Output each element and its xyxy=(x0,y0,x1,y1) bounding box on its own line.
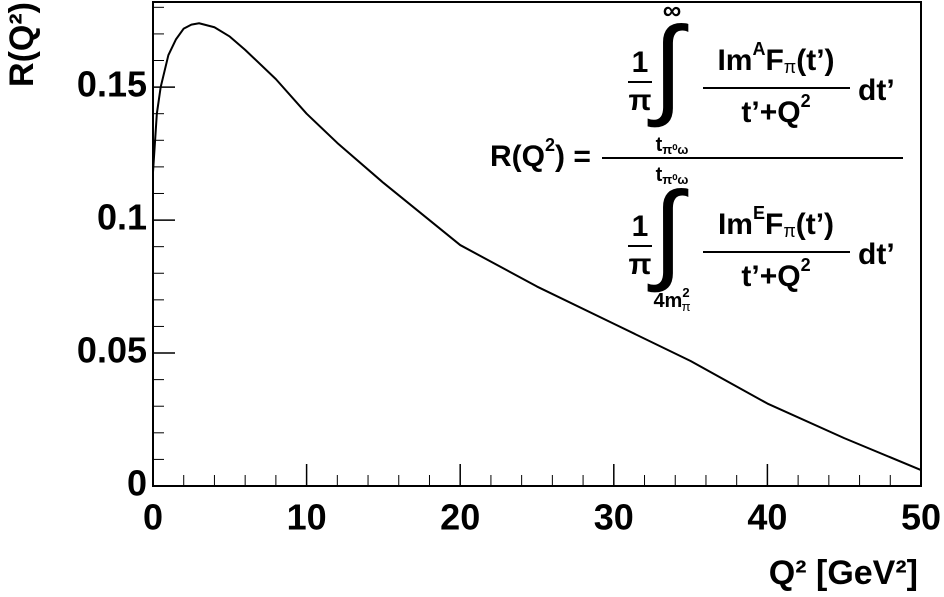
y-tick-label: 0.15 xyxy=(77,64,147,105)
x-tick-label: 10 xyxy=(287,497,327,538)
factor-den: π xyxy=(629,248,652,281)
y-tick-label: 0 xyxy=(127,463,147,504)
y-tick-label: 0.1 xyxy=(97,197,147,238)
x-tick-label: 0 xyxy=(143,497,163,538)
formula-lhs: R(Q2) = xyxy=(490,135,591,173)
lower-limit: 4m2 π xyxy=(653,285,690,314)
integral: ∫ xyxy=(647,5,689,128)
formula: R(Q2) = 1 π ∫ ∞ tπ⁰ω ImAFπ(t’) t’+Q2 dt’… xyxy=(490,0,903,314)
integrand-num: ImAFπ(t’) xyxy=(717,39,834,77)
integrand-den: t’+Q2 xyxy=(741,255,810,293)
x-tick-label: 30 xyxy=(594,497,634,538)
integrand-num: ImEFπ(t’) xyxy=(718,203,834,241)
data-line xyxy=(152,22,922,471)
factor-den: π xyxy=(629,84,652,117)
differential: dt’ xyxy=(858,74,895,107)
upper-limit: tπ⁰ω xyxy=(656,164,689,187)
differential: dt’ xyxy=(858,238,895,271)
x-tick-label: 50 xyxy=(901,497,941,538)
factor-num: 1 xyxy=(632,210,649,243)
x-tick-label: 20 xyxy=(440,497,480,538)
lower-limit: tπ⁰ω xyxy=(656,134,689,157)
y-tick-label: 0.05 xyxy=(77,330,147,371)
upper-limit: ∞ xyxy=(663,0,682,25)
x-tick-label: 40 xyxy=(747,497,787,538)
y-axis-label: R(Q²) xyxy=(3,2,41,87)
x-axis-label: Q² [GeV²] xyxy=(769,554,918,592)
integrand-den: t’+Q2 xyxy=(741,91,810,129)
plot-frame xyxy=(152,1,922,487)
factor-num: 1 xyxy=(632,46,649,79)
integral: ∫ xyxy=(647,170,689,293)
